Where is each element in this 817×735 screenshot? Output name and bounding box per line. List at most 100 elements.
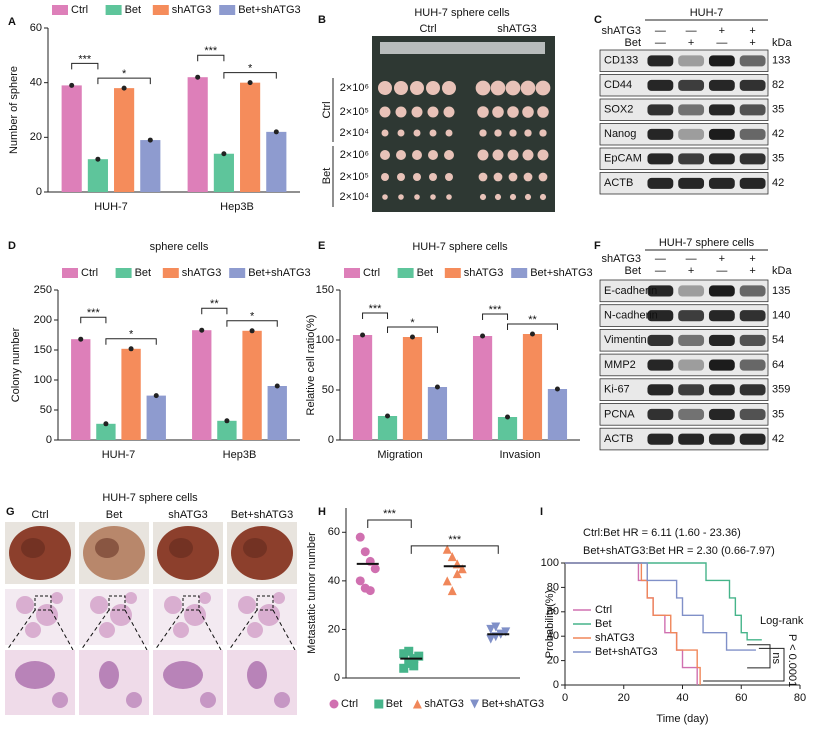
band — [739, 285, 766, 297]
bar-dot — [95, 156, 101, 162]
sphere — [492, 149, 504, 161]
bar-dot — [434, 384, 440, 390]
sphere — [381, 173, 389, 181]
lung-shade — [169, 538, 193, 558]
sphere — [492, 106, 504, 118]
band — [708, 104, 735, 116]
condition-label: shATG3 — [601, 25, 641, 37]
condition-sign: — — [655, 265, 666, 277]
condition-sign: + — [749, 25, 755, 37]
sphere — [508, 172, 518, 182]
band — [647, 128, 674, 140]
legend-label: Bet — [125, 4, 142, 16]
lung-shade — [21, 538, 45, 558]
kda-label: 133 — [772, 55, 790, 67]
significance-bracket — [410, 545, 499, 554]
y-tick-label: 100 — [316, 334, 334, 346]
sphere — [493, 172, 503, 182]
sphere — [477, 149, 489, 161]
zoom-box — [182, 595, 200, 611]
y-tick-label: 40 — [547, 630, 559, 642]
band — [647, 104, 674, 116]
band — [739, 128, 766, 140]
band — [678, 359, 705, 371]
significance-label: * — [129, 329, 134, 341]
band — [647, 285, 674, 297]
tissue — [110, 604, 132, 626]
legend-label: Ctrl — [81, 267, 98, 279]
y-tick-label: 150 — [34, 344, 52, 356]
blot-title: HUH-7 sphere cells — [659, 237, 755, 249]
x-tick-label: 20 — [618, 692, 630, 704]
x-tick-label: HUH-7 — [102, 449, 136, 461]
sphere — [522, 149, 534, 161]
significance-label: ** — [210, 298, 219, 310]
tissue — [125, 592, 137, 604]
lung-shade — [243, 538, 267, 558]
x-tick-label: Invasion — [500, 449, 541, 461]
kda-label: 359 — [772, 384, 790, 396]
y-tick-label: 250 — [34, 284, 52, 296]
point — [501, 627, 511, 637]
sphere — [524, 193, 532, 201]
tissue — [164, 596, 182, 614]
chart-title: HUH-7 sphere cells — [412, 241, 508, 253]
annotation: Log-rank — [760, 615, 804, 627]
sphere — [505, 80, 521, 96]
sphere — [398, 194, 404, 200]
y-tick-label: 20 — [547, 655, 559, 667]
zoom-lines — [6, 609, 74, 651]
sphere — [428, 150, 438, 160]
bar-dot — [274, 383, 280, 389]
bar-dot — [147, 137, 153, 143]
bar — [427, 387, 448, 440]
point — [409, 661, 419, 671]
zoom-box — [256, 595, 274, 611]
row-label: N-cadherin — [604, 309, 658, 321]
legend-label: Bet+shATG3 — [248, 267, 310, 279]
y-tick-label: 20 — [30, 131, 42, 143]
significance-bracket — [362, 312, 389, 319]
y-tick-label: 60 — [328, 526, 340, 538]
x-tick-label: Hep3B — [220, 201, 254, 213]
bar-dot — [480, 333, 486, 339]
y-tick-label: 50 — [322, 384, 334, 396]
y-tick-label: 100 — [541, 557, 559, 569]
band — [708, 433, 735, 445]
tissue — [90, 596, 108, 614]
sphere — [479, 129, 487, 137]
band — [739, 104, 766, 116]
sphere — [494, 193, 502, 201]
legend-label: Bet+shATG3 — [530, 267, 592, 279]
bar — [96, 423, 116, 440]
panel-letter: B — [318, 14, 326, 26]
ruler — [380, 42, 545, 54]
legend-label: Bet — [135, 267, 152, 279]
point — [399, 649, 409, 659]
bar-dot — [247, 80, 253, 86]
survival-curve — [565, 562, 762, 641]
tissue — [199, 592, 211, 604]
bracket — [747, 644, 771, 669]
unit-label: kDa — [772, 37, 792, 49]
bracket — [703, 647, 785, 682]
legend-label: Ctrl — [341, 698, 358, 710]
band — [678, 433, 705, 445]
kda-label: 42 — [772, 433, 784, 445]
row-label: Ki-67 — [604, 384, 630, 396]
bar-dot — [221, 151, 227, 157]
panel-letter: A — [8, 16, 16, 28]
column-label: Bet — [106, 509, 123, 521]
sphere — [538, 172, 548, 182]
sphere — [397, 173, 405, 181]
band — [708, 384, 735, 396]
image-title: HUH-7 sphere cells — [414, 7, 510, 19]
sphere — [412, 150, 422, 160]
sphere — [509, 193, 517, 201]
point — [447, 586, 457, 596]
sphere — [394, 81, 408, 95]
y-tick-label: 20 — [328, 623, 340, 635]
y-tick-label: 0 — [46, 434, 52, 446]
bar-dot — [529, 331, 535, 337]
